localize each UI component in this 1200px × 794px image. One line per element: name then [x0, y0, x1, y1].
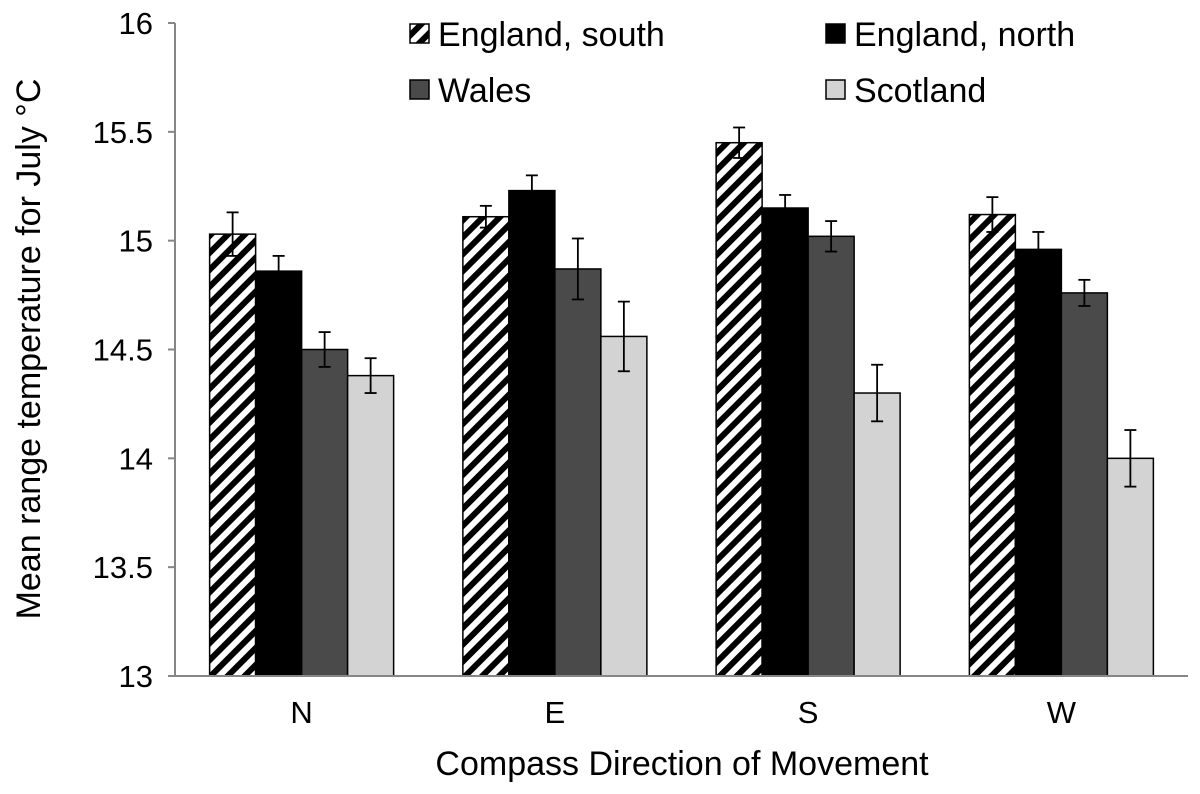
legend-swatch [409, 23, 430, 44]
y-tick-label: 16 [119, 6, 153, 41]
legend-swatch [825, 23, 846, 44]
legend-swatch [409, 79, 430, 100]
y-tick-label: 15.5 [93, 115, 153, 150]
bar [761, 207, 809, 677]
bar [853, 392, 901, 677]
legend-label: Wales [438, 72, 531, 110]
y-tick-label: 13.5 [93, 550, 153, 585]
legend-label: England, south [438, 16, 665, 54]
y-axis-title: Mean range temperature for July °C [10, 79, 48, 620]
y-tick-label: 14 [119, 441, 153, 476]
bar [715, 141, 763, 677]
legend-item: England, south [409, 16, 665, 54]
x-tick-label: E [545, 695, 566, 730]
legend: England, south England, north Wales Scotlan… [409, 16, 1075, 110]
bar [254, 270, 303, 677]
bar [1014, 248, 1063, 677]
bar [1060, 292, 1109, 677]
bar [508, 189, 556, 677]
x-tick-label: N [290, 695, 312, 730]
legend-swatch [825, 79, 846, 100]
x-tick-label: S [798, 695, 819, 730]
legend-item: Wales [409, 72, 531, 110]
bar [462, 215, 510, 677]
plot-area [208, 126, 1155, 677]
y-tick-label: 15 [119, 224, 153, 259]
bar [968, 213, 1017, 677]
y-tick-label: 14.5 [93, 333, 153, 368]
legend-label: England, north [854, 16, 1075, 54]
legend-label: Scotland [854, 72, 986, 110]
y-tick-label: 13 [119, 659, 153, 694]
bar [554, 268, 602, 677]
legend-item: Scotland [825, 72, 986, 110]
x-axis-title: Compass Direction of Movement [435, 745, 929, 783]
bar [300, 348, 349, 677]
bar [346, 374, 395, 677]
bar [208, 233, 257, 677]
x-tick-label: W [1047, 695, 1077, 730]
bar [807, 235, 855, 677]
bar [600, 335, 648, 677]
legend-item: England, north [825, 16, 1075, 54]
bar [1106, 457, 1155, 677]
y-tick-labels: 13 13.5 14 14.5 15 15.5 16 [93, 6, 175, 694]
